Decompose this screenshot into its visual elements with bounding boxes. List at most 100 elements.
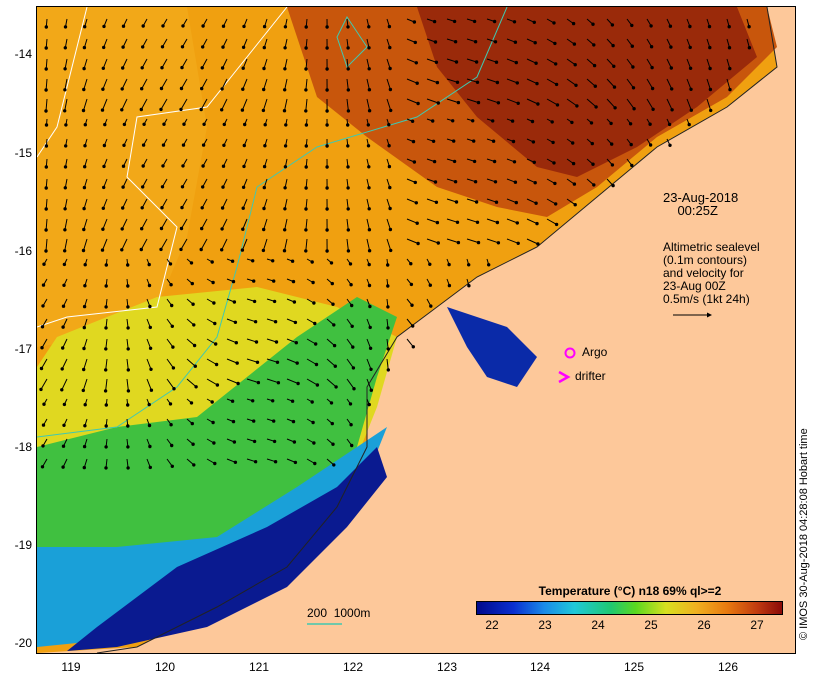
current-vector-head — [492, 19, 497, 24]
current-vector — [126, 378, 129, 391]
current-vector-head — [708, 45, 712, 50]
current-vector — [121, 218, 128, 230]
current-vector-head — [747, 25, 751, 29]
current-vector — [446, 218, 458, 223]
current-vector-head — [352, 387, 356, 391]
current-vector-head — [63, 67, 67, 71]
current-vector — [406, 238, 419, 244]
current-vector-head — [304, 46, 308, 50]
current-vector-head — [325, 123, 329, 127]
current-vector-head — [161, 24, 165, 28]
current-vector-head — [631, 65, 635, 69]
current-vector — [206, 358, 217, 365]
current-vector-head — [456, 240, 461, 245]
current-vector — [706, 98, 712, 111]
current-vector-head — [255, 360, 260, 364]
current-vector-head — [213, 321, 217, 326]
current-vector-head — [240, 248, 245, 252]
current-vector-head — [436, 241, 440, 245]
current-vector-head — [386, 284, 390, 288]
current-vector-head — [160, 185, 165, 189]
current-vector — [586, 98, 597, 108]
current-vector-head — [409, 282, 414, 287]
current-vector-head — [346, 249, 351, 253]
current-vector-head — [688, 45, 692, 50]
current-vector-head — [688, 66, 693, 70]
current-vector — [506, 98, 519, 104]
current-vector-head — [411, 139, 416, 144]
current-vector-head — [282, 249, 287, 253]
current-vector-head — [251, 399, 255, 403]
current-vector-head — [413, 40, 417, 45]
current-vector-head — [386, 326, 390, 330]
current-vector-head — [386, 368, 390, 372]
current-vector-head — [83, 424, 87, 428]
current-vector-head — [290, 259, 295, 263]
current-vector-head — [147, 423, 152, 428]
current-vector-head — [212, 301, 216, 305]
current-vector-head — [283, 88, 287, 92]
current-vector — [506, 218, 518, 224]
current-vector-head — [102, 45, 106, 50]
current-vector-head — [428, 283, 432, 287]
current-vector-head — [388, 206, 392, 211]
current-vector-head — [554, 222, 559, 227]
current-vector — [186, 358, 196, 367]
current-vector-head — [428, 262, 432, 266]
current-vector — [566, 98, 578, 107]
current-vector-head — [233, 460, 238, 464]
current-vector — [546, 218, 557, 225]
current-vector-head — [44, 123, 49, 127]
current-vector-head — [148, 465, 153, 470]
current-vector-head — [314, 342, 318, 346]
current-vector-head — [179, 107, 183, 112]
current-vector-head — [570, 120, 574, 125]
current-vector-head — [122, 122, 127, 127]
current-vector-head — [515, 81, 519, 85]
current-vector-head — [592, 183, 596, 187]
current-vector-head — [193, 364, 198, 368]
current-vector-head — [274, 340, 279, 344]
current-vector-head — [348, 262, 353, 266]
current-vector — [83, 238, 88, 251]
current-vector-head — [283, 165, 288, 169]
current-vector — [366, 378, 372, 391]
current-vector-head — [728, 66, 732, 71]
current-vector-head — [325, 186, 329, 190]
current-vector-head — [325, 249, 329, 253]
current-vector-head — [609, 121, 613, 126]
current-vector-head — [82, 66, 86, 71]
current-vector-head — [126, 368, 131, 372]
current-vector-head — [169, 423, 173, 427]
current-vector-head — [575, 104, 579, 108]
current-vector — [366, 218, 370, 230]
current-vector-head — [230, 399, 235, 403]
current-vector-head — [325, 46, 329, 50]
current-vector — [146, 378, 152, 391]
current-vector — [406, 78, 418, 84]
current-vector-head — [476, 100, 481, 105]
current-vector — [266, 358, 278, 363]
current-vector-head — [64, 123, 68, 127]
current-vector-head — [304, 88, 308, 92]
current-vector-head — [514, 60, 518, 65]
current-vector — [406, 218, 418, 224]
current-vector — [221, 78, 228, 90]
current-vector-head — [82, 227, 86, 232]
colorbar-tick: 22 — [485, 618, 499, 632]
current-vector-head — [104, 305, 108, 309]
current-vector-head — [552, 21, 556, 25]
current-vector-head — [573, 203, 577, 207]
current-vector — [40, 378, 48, 390]
current-vector — [606, 98, 616, 109]
current-vector-head — [410, 303, 414, 307]
current-vector-head — [236, 381, 240, 386]
current-vector-head — [104, 263, 109, 267]
current-vector-head — [242, 143, 247, 148]
current-vector-head — [104, 326, 108, 330]
current-vector — [221, 238, 228, 251]
current-vector-head — [231, 279, 236, 284]
current-vector-head — [593, 84, 597, 88]
current-vector-head — [139, 247, 144, 252]
current-vector-head — [171, 366, 176, 370]
